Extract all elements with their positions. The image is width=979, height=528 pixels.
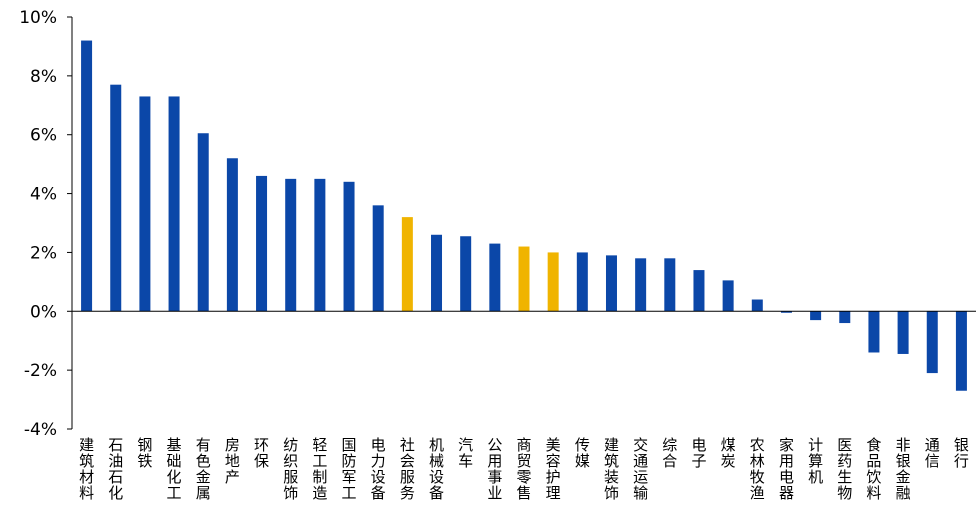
y-tick-label: 6%: [30, 126, 57, 146]
bar: [780, 311, 792, 313]
category-label: 环保: [254, 436, 269, 470]
bar: [489, 243, 501, 312]
bar: [401, 217, 413, 312]
bar: [168, 96, 180, 312]
bar: [81, 40, 93, 312]
category-label: 社会服务: [400, 436, 415, 502]
bar: [256, 175, 268, 312]
bar: [751, 299, 763, 312]
bar: [518, 246, 530, 312]
bar: [693, 270, 705, 312]
bar: [110, 84, 122, 312]
bar: [722, 280, 734, 312]
category-label: 机械设备: [429, 436, 444, 502]
category-label: 国防军工: [342, 436, 357, 502]
bar: [605, 255, 617, 312]
bar: [285, 178, 297, 312]
bar: [197, 133, 209, 312]
bar: [576, 252, 588, 312]
y-tick-label: 10%: [19, 8, 57, 28]
category-label: 交通运输: [633, 436, 648, 502]
category-label: 非银金融: [896, 436, 911, 502]
category-label: 通信: [925, 436, 940, 470]
category-label: 公用事业: [487, 436, 502, 502]
category-label: 石油石化: [108, 436, 123, 502]
bar: [664, 258, 676, 312]
category-label: 传媒: [575, 436, 590, 470]
category-label: 基础化工: [167, 436, 182, 502]
y-tick-label: -4%: [24, 420, 57, 440]
bar: [810, 311, 822, 321]
bar: [372, 205, 384, 312]
bar: [635, 258, 647, 312]
bar: [226, 158, 238, 312]
category-labels: 建筑材料石油石化钢铁基础化工有色金属房地产环保纺织服饰轻工制造国防军工电力设备社…: [79, 436, 969, 502]
category-label: 综合: [662, 436, 677, 470]
category-label: 轻工制造: [312, 436, 327, 502]
category-label: 商贸零售: [516, 436, 531, 502]
bar: [926, 311, 938, 374]
bar: [839, 311, 851, 324]
category-label: 电力设备: [371, 436, 386, 502]
y-tick-label: 2%: [30, 243, 57, 263]
category-label: 农林牧渔: [750, 436, 765, 502]
category-label: 房地产: [225, 436, 240, 486]
category-label: 美容护理: [546, 436, 561, 502]
category-label: 有色金属: [196, 436, 211, 502]
bar: [460, 236, 472, 312]
y-axis: -4% -2% 0% 2% 4% 6% 8% 10%: [19, 8, 73, 440]
bar: [431, 234, 443, 312]
category-label: 医药生物: [837, 436, 852, 502]
category-label: 食品饮料: [866, 436, 881, 502]
y-tick-label: -2%: [24, 361, 57, 381]
bar: [343, 181, 355, 312]
bar: [314, 178, 326, 312]
category-label: 纺织服饰: [283, 436, 298, 502]
bar: [139, 96, 151, 312]
category-label: 钢铁: [137, 436, 152, 470]
y-tick-label: 8%: [30, 67, 57, 87]
bar: [868, 311, 880, 353]
category-label: 煤炭: [721, 436, 736, 470]
bar: [955, 311, 967, 391]
category-label: 汽车: [458, 436, 473, 470]
bar: [897, 311, 909, 354]
y-tick-label: 0%: [30, 302, 57, 322]
category-label: 家用电器: [779, 436, 794, 502]
category-label: 建筑材料: [79, 436, 94, 502]
bars: [81, 40, 967, 391]
category-label: 电子: [691, 436, 706, 470]
bar: [547, 252, 559, 312]
category-label: 计算机: [808, 436, 823, 486]
category-label: 建筑装饰: [604, 436, 619, 502]
y-tick-label: 4%: [30, 185, 57, 205]
category-label: 银行: [954, 436, 969, 470]
